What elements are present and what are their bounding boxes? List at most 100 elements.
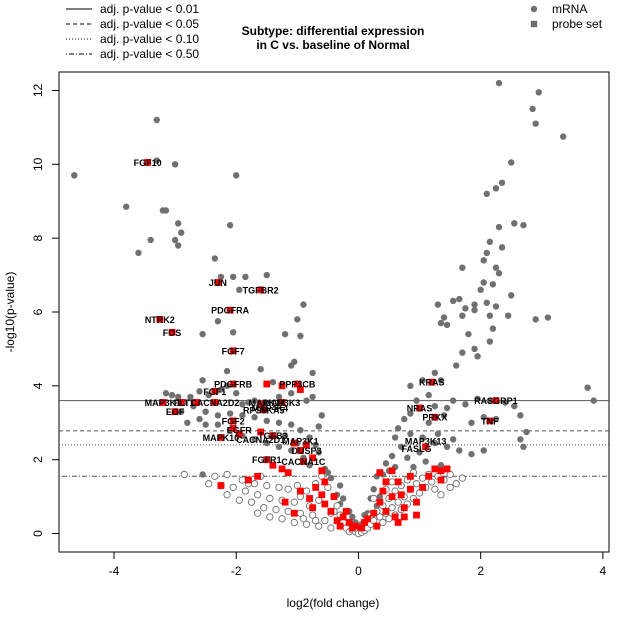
probe-set-point	[486, 417, 494, 425]
gene-label: NTRK2	[145, 315, 175, 325]
probe-set-point	[376, 469, 384, 477]
mrna-point-ns	[412, 480, 421, 488]
mrna-point	[471, 306, 478, 314]
mrna-point	[315, 423, 322, 430]
probe-set-point	[278, 399, 286, 406]
mrna-point	[404, 454, 411, 462]
mrna-point	[416, 449, 423, 456]
mrna-point-ns	[388, 504, 396, 512]
probe-set-point	[211, 399, 219, 406]
probe-set-point	[345, 519, 353, 526]
mrna-point	[459, 264, 466, 271]
mrna-point	[459, 312, 466, 319]
mrna-point	[431, 369, 439, 377]
mrna-point	[437, 377, 445, 384]
mrna-point	[517, 436, 524, 443]
mrna-point-ns	[266, 494, 274, 503]
probe-set-point	[361, 519, 368, 526]
mrna-point	[327, 474, 335, 482]
mrna-point-ns	[302, 520, 311, 528]
mrna-point	[339, 495, 347, 502]
chart-title-line-1: Subtype: differential expression	[242, 24, 425, 38]
mrna-point	[336, 482, 344, 489]
probe-set-point	[379, 487, 387, 495]
mrna-point	[199, 377, 206, 384]
probe-set-point	[306, 495, 313, 502]
chart-title-line-2: in C vs. baseline of Normal	[256, 38, 409, 52]
gene-label: FGF10	[134, 158, 162, 168]
mrna-point	[489, 325, 497, 332]
mrna-point-ns	[388, 478, 396, 486]
mrna-point	[275, 393, 283, 401]
probe-set-point	[339, 513, 347, 521]
mrna-point	[407, 410, 414, 417]
y-tick-label: 4	[31, 382, 45, 389]
probe-set-point	[431, 465, 439, 473]
mrna-point-ns	[312, 516, 320, 525]
probe-set-point	[168, 328, 176, 336]
mrna-point	[544, 314, 552, 321]
mrna-point	[382, 460, 390, 467]
mrna-point-ns	[223, 491, 231, 499]
mrna-point	[312, 441, 319, 449]
mrna-point	[480, 414, 487, 421]
mrna-point-ns	[235, 496, 243, 504]
gene-label: MAPK10	[203, 433, 240, 443]
mrna-point	[486, 338, 494, 345]
mrna-point	[376, 493, 384, 500]
probe-set-point	[492, 397, 500, 405]
mrna-point	[422, 458, 429, 465]
probe-set-point	[211, 387, 219, 395]
mrna-point	[498, 179, 506, 186]
probe-set-point	[217, 434, 225, 441]
mrna-point	[263, 271, 270, 279]
mrna-point-ns	[211, 472, 219, 480]
mrna-point	[434, 430, 442, 438]
mrna-point	[275, 443, 283, 450]
mrna-point	[71, 172, 78, 179]
probe-set-point	[229, 424, 237, 432]
probe-set-point	[318, 491, 326, 499]
mrna-point	[492, 185, 500, 192]
mrna-point	[511, 220, 518, 227]
mrna-point-ns	[394, 498, 402, 506]
probe-set-point	[278, 465, 286, 473]
mrna-point-ns	[321, 516, 329, 525]
probe-set-point	[290, 439, 298, 447]
mrna-point	[459, 349, 466, 356]
mrna-point	[468, 419, 475, 426]
x-tick-label: 0	[355, 564, 362, 578]
gene-label: PRKX	[422, 413, 447, 423]
legend-label-0.01: adj. p-value < 0.01	[100, 2, 199, 16]
mrna-point	[477, 286, 484, 294]
gene-label: TNF	[481, 416, 499, 426]
mrna-point	[288, 447, 295, 454]
mrna-point-ns	[238, 476, 246, 484]
mrna-point	[425, 419, 432, 426]
mrna-point	[434, 301, 442, 308]
mrna-point	[171, 236, 179, 244]
mrna-point	[226, 222, 234, 229]
probe-set-point	[391, 513, 399, 521]
mrna-point	[492, 264, 500, 271]
mrna-point-ns	[241, 487, 250, 495]
gene-label: MAP3K3	[264, 398, 301, 408]
probe-set-point	[364, 515, 372, 523]
mrna-point-ns	[376, 513, 384, 521]
mrna-point	[495, 270, 503, 277]
mrna-point	[257, 366, 264, 373]
mrna-point	[462, 305, 469, 312]
probe-set-point	[394, 478, 402, 486]
probe-set-point	[260, 406, 268, 414]
mrna-point	[275, 419, 283, 426]
mrna-point	[486, 238, 494, 246]
mrna-point	[174, 242, 182, 249]
mrna-point	[471, 301, 478, 308]
mrna-point	[532, 120, 539, 127]
mrna-point	[162, 390, 170, 397]
probe-set-point	[342, 507, 350, 515]
gene-label: FGF2	[222, 416, 245, 426]
mrna-point	[590, 397, 597, 404]
gene-label: NRAS	[407, 404, 433, 414]
probe-set-point	[413, 511, 420, 519]
